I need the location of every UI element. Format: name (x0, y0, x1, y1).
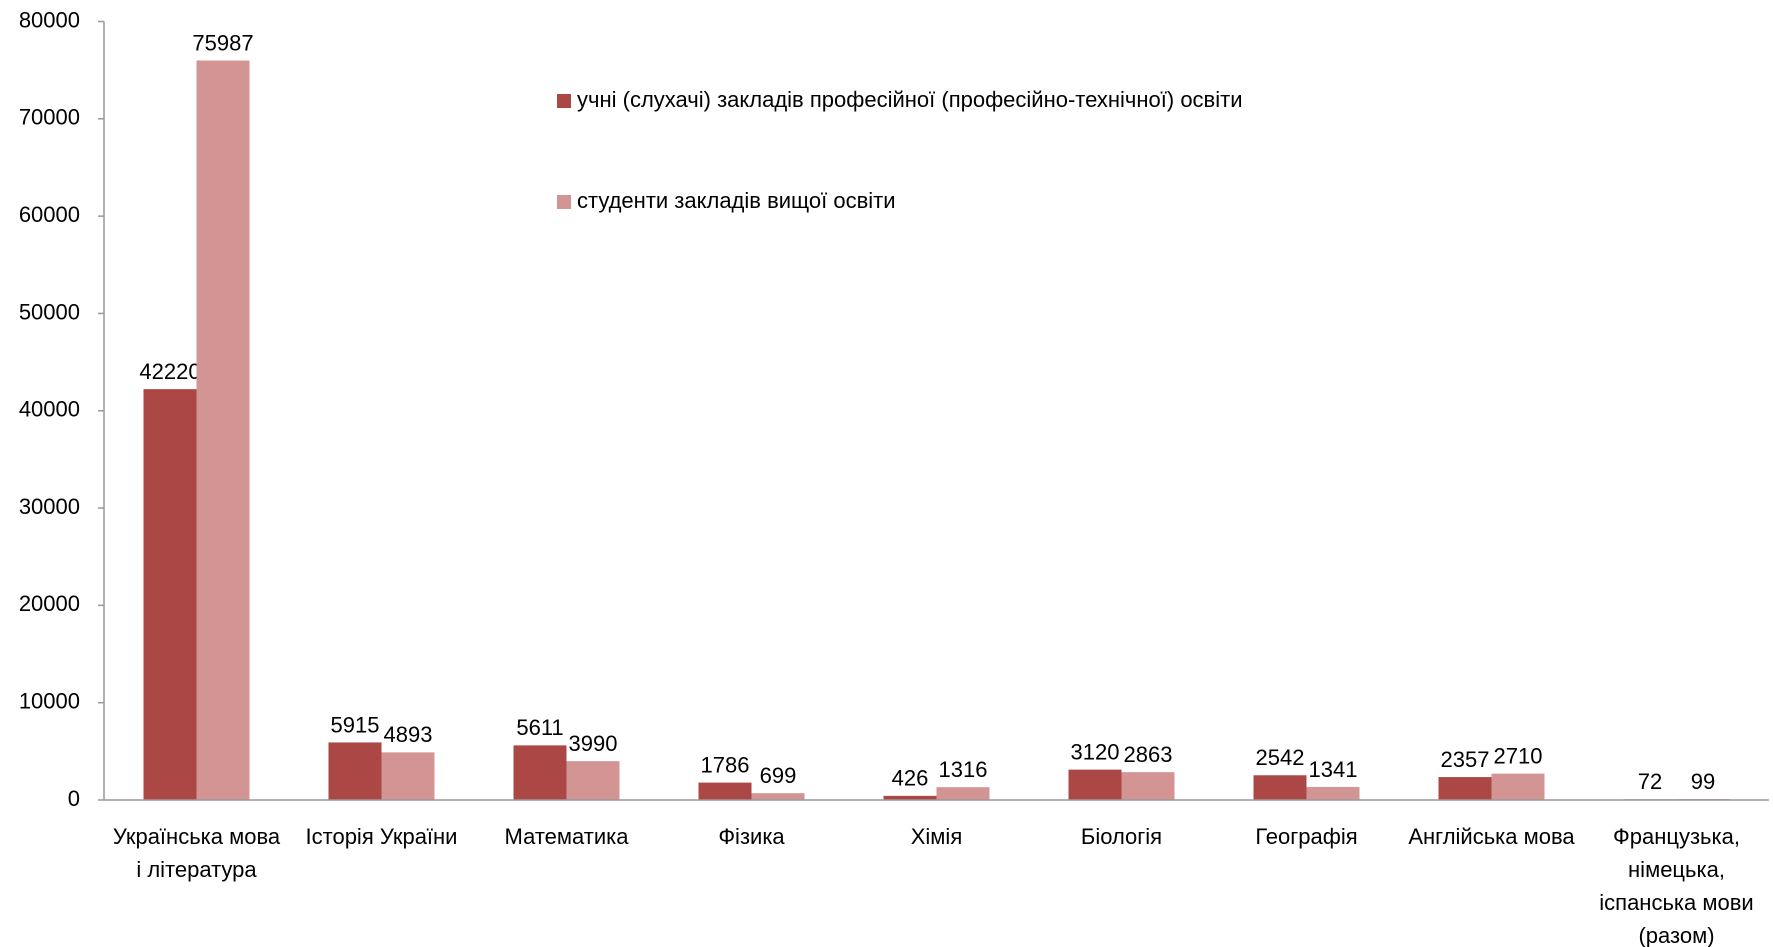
bar (196, 60, 250, 800)
bar (1253, 775, 1307, 800)
value-label: 1786 (701, 752, 750, 777)
value-label: 1341 (1309, 757, 1358, 782)
value-label: 4893 (384, 722, 433, 747)
x-tick-label: Фізика (718, 824, 785, 849)
y-tick-label: 0 (68, 786, 80, 811)
y-tick-label: 30000 (19, 494, 80, 519)
x-tick-label: Англійська мова (1408, 824, 1575, 849)
legend-label: учні (слухачі) закладів професійної (про… (577, 87, 1243, 112)
x-tick-label: Математика (504, 824, 629, 849)
x-tick-label: Біологія (1080, 824, 1163, 849)
bar (1306, 786, 1360, 800)
bar (883, 795, 937, 800)
bar (513, 745, 567, 800)
legend-marker (557, 195, 571, 209)
bar (1491, 773, 1545, 800)
value-label: 2542 (1256, 745, 1305, 770)
bar (936, 787, 990, 800)
value-label: 3120 (1071, 739, 1120, 764)
y-tick-label: 70000 (19, 105, 80, 130)
x-tick-label: Географія (1255, 824, 1358, 849)
bar (566, 761, 620, 800)
bar (328, 742, 382, 800)
value-label: 5915 (331, 712, 380, 737)
x-tick-label: Хімія (910, 824, 963, 849)
legend-marker (557, 94, 571, 108)
value-label: 2357 (1441, 747, 1490, 772)
value-label: 2710 (1494, 743, 1543, 768)
bar (381, 752, 435, 800)
value-label: 426 (892, 766, 929, 791)
y-tick-label: 80000 (19, 7, 80, 32)
value-label: 1316 (939, 757, 988, 782)
x-tick-label: Історія України (305, 824, 458, 849)
bar (1121, 772, 1175, 800)
x-tick-label: Французька, німецька, іспанська мови (ра… (1599, 824, 1754, 947)
y-tick-label: 60000 (19, 202, 80, 227)
value-label: 42220 (139, 359, 200, 384)
y-tick-label: 10000 (19, 689, 80, 714)
value-label: 699 (760, 763, 797, 788)
y-tick-label: 50000 (19, 299, 80, 324)
bar (1068, 769, 1122, 800)
y-tick-label: 40000 (19, 397, 80, 422)
value-label: 99 (1691, 769, 1715, 794)
bar (1438, 777, 1492, 800)
value-label: 75987 (192, 30, 253, 55)
legend-label: студенти закладів вищої освіти (577, 188, 896, 213)
value-label: 3990 (569, 731, 618, 756)
x-tick-label: Українська мова і література (112, 824, 281, 882)
bar (751, 793, 805, 800)
value-label: 72 (1638, 769, 1662, 794)
bar (143, 389, 197, 800)
value-label: 5611 (516, 715, 563, 740)
y-tick-label: 20000 (19, 591, 80, 616)
bar (698, 782, 752, 800)
value-label: 2863 (1124, 742, 1173, 767)
